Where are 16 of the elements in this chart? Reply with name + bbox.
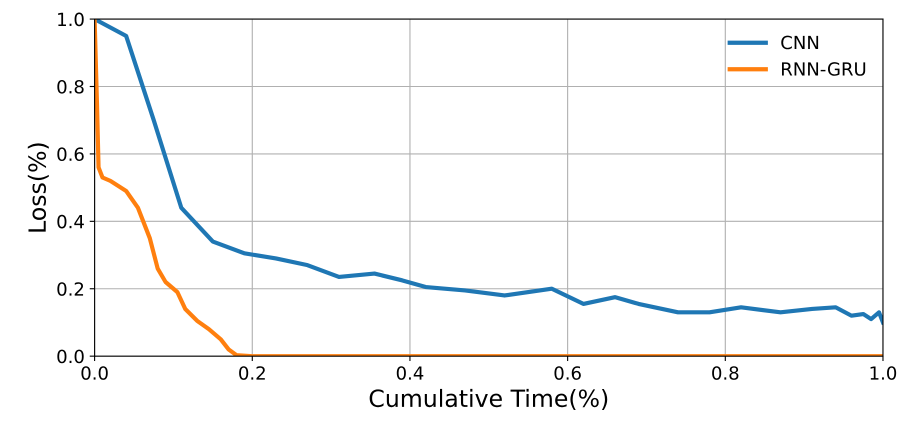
x-tick-label: 0.8 xyxy=(712,366,738,380)
x-tick-label: 0.0 xyxy=(81,366,108,380)
x-tick-label: 0.4 xyxy=(396,366,424,380)
y-tick-label: 0.4 xyxy=(57,214,84,228)
y-tick-label: 0.6 xyxy=(57,147,84,162)
y-axis-title: Loss(%) xyxy=(28,143,49,232)
legend-label: RNN-GRU xyxy=(782,62,866,76)
x-tick-label: 1.0 xyxy=(870,366,896,380)
y-tick-label: 1.0 xyxy=(58,12,84,26)
x-tick-label: 0.6 xyxy=(554,366,581,380)
x-axis-title: Cumulative Time(%) xyxy=(370,388,608,410)
y-tick-label: 0.0 xyxy=(57,350,84,364)
y-tick-label: 0.8 xyxy=(57,80,84,94)
x-tick-label: 0.2 xyxy=(239,366,265,380)
y-tick-label: 0.2 xyxy=(57,282,84,296)
legend-label: CNN xyxy=(781,36,818,50)
